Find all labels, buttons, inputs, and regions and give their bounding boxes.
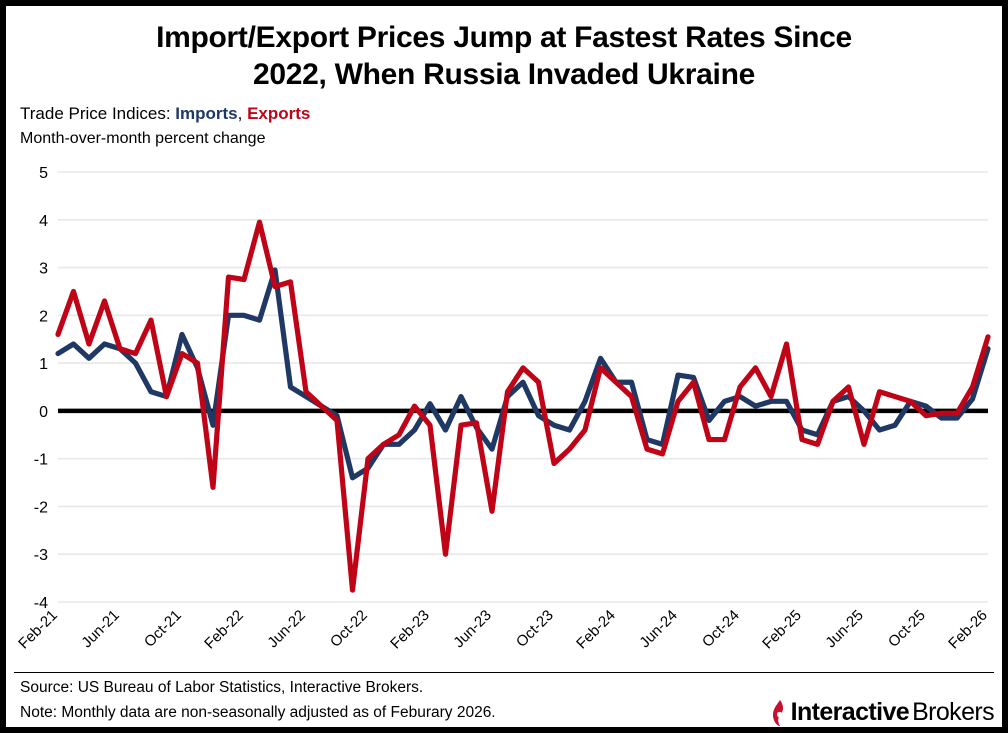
y-axis-tick-label: 4 bbox=[39, 213, 48, 230]
flame-icon bbox=[771, 699, 788, 726]
x-axis-tick-label: Feb-21 bbox=[15, 607, 61, 653]
x-axis-tick-label: Jun-22 bbox=[264, 607, 308, 651]
y-axis-tick-label: -4 bbox=[34, 595, 48, 612]
series-line-exports bbox=[55, 219, 991, 593]
note-text: Note: Monthly data are non-seasonally ad… bbox=[20, 704, 496, 721]
y-axis-tick-label: -3 bbox=[34, 547, 48, 564]
brand-logo: Interactive Brokers bbox=[771, 698, 995, 727]
y-axis-tick-label: 5 bbox=[39, 165, 48, 182]
x-axis-tick-label: Oct-23 bbox=[513, 607, 557, 651]
x-axis-tick-label: Feb-22 bbox=[201, 607, 247, 653]
y-axis-tick-label: 0 bbox=[39, 404, 48, 421]
x-axis-tick-label: Feb-24 bbox=[573, 607, 619, 653]
legend-subtitle: Trade Price Indices: Imports, Exports bbox=[20, 104, 310, 124]
x-axis-tick-label: Oct-21 bbox=[141, 607, 185, 651]
brand-name-part2: Brokers bbox=[912, 698, 995, 726]
x-axis-tick-label: Feb-26 bbox=[945, 607, 991, 653]
y-axis-tick-label: -2 bbox=[34, 499, 48, 516]
x-axis-tick-label: Oct-22 bbox=[327, 607, 371, 651]
legend-separator: , bbox=[237, 104, 248, 123]
legend-item-exports: Exports bbox=[247, 104, 311, 123]
x-axis-tick-label: Jun-24 bbox=[636, 607, 680, 651]
y-axis-tick-label: 3 bbox=[39, 261, 48, 278]
y-axis-tick-label: 1 bbox=[39, 356, 48, 373]
title-line-1: Import/Export Prices Jump at Fastest Rat… bbox=[156, 21, 852, 54]
plot-area: 5 4 3 2 1 0 -1 -2 -3 -4 Feb-21 Jun-21 Oct-21 Feb-22 Ju… bbox=[6, 6, 1002, 727]
chart-card: Import/Export Prices Jump at Fastest Rat… bbox=[6, 6, 1002, 727]
y-axis-tick-label: 2 bbox=[39, 308, 48, 325]
x-axis-tick-label: Oct-25 bbox=[885, 607, 929, 651]
footer-divider bbox=[14, 672, 994, 673]
legend-item-imports: Imports bbox=[175, 104, 238, 123]
x-axis-tick-label: Feb-23 bbox=[387, 607, 433, 653]
x-axis-tick-label: Feb-25 bbox=[759, 607, 805, 653]
axis-note: Month-over-month percent change bbox=[20, 130, 266, 147]
source-text: Source: US Bureau of Labor Statistics, I… bbox=[20, 679, 424, 696]
brand-name-part1: Interactive bbox=[790, 698, 910, 726]
x-axis-tick-label: Oct-24 bbox=[699, 607, 743, 651]
page-title: Import/Export Prices Jump at Fastest Rat… bbox=[6, 20, 1002, 93]
x-axis-tick-label: Jun-21 bbox=[78, 607, 122, 651]
x-axis-tick-label: Jun-25 bbox=[822, 607, 866, 651]
y-axis-tick-label: -1 bbox=[34, 452, 48, 469]
legend-prefix: Trade Price Indices: bbox=[20, 104, 176, 123]
x-axis-tick-label: Jun-23 bbox=[450, 607, 494, 651]
title-line-2: 2022, When Russia Invaded Ukraine bbox=[253, 57, 755, 91]
